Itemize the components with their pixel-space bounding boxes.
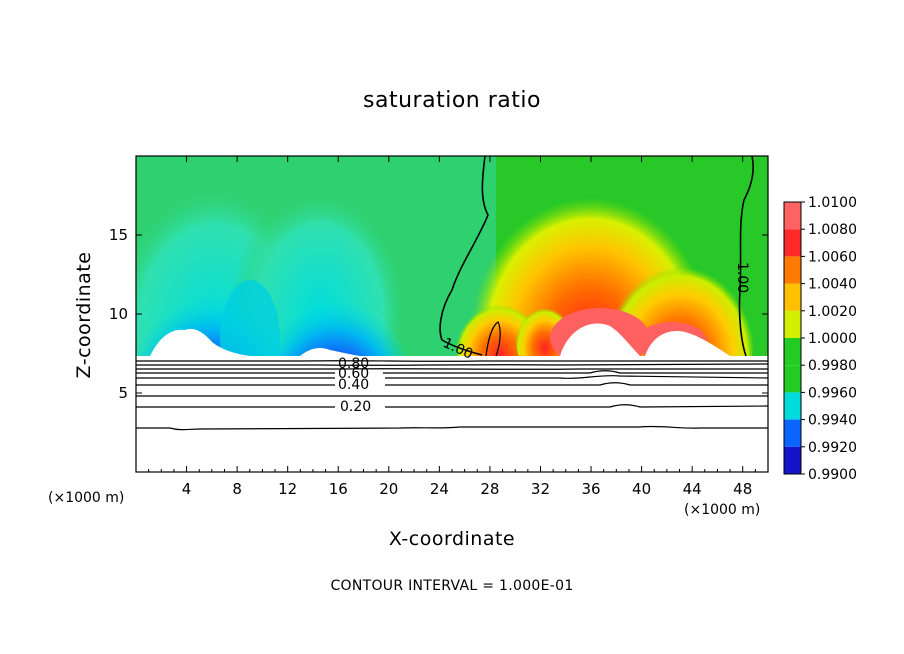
colorbar-label: 1.0060 <box>808 249 857 265</box>
contour-label: 1.00 <box>734 262 750 293</box>
contour-label: 0.60 <box>338 366 369 382</box>
x-tick-label: 4 <box>182 480 192 498</box>
colorbar-label: 0.9940 <box>808 413 857 429</box>
colorbar-label: 1.0000 <box>808 331 857 347</box>
x-tick-label: 40 <box>632 480 651 498</box>
y-axis-label: Z-coordinate <box>73 251 95 379</box>
x-tick-label: 28 <box>480 480 499 498</box>
x-tick-label: 48 <box>733 480 752 498</box>
x-tick-label: 36 <box>581 480 600 498</box>
y-tick-label: 5 <box>118 384 128 402</box>
colorbar-label: 1.0040 <box>808 277 857 293</box>
colorbar-label: 0.9960 <box>808 385 857 401</box>
x-unit-label-left: (×1000 m) <box>48 490 125 506</box>
colorbar: 1.0100 1.0080 1.0060 1.0040 1.0020 1.0000 0.99… <box>783 195 857 483</box>
contour-label: 0.40 <box>338 377 369 393</box>
y-tick-label: 15 <box>109 226 128 244</box>
x-tick-label: 12 <box>278 480 297 498</box>
lower-contours <box>136 360 769 431</box>
colorbar-label: 1.0020 <box>808 304 857 320</box>
x-axis-label: X-coordinate <box>388 528 516 550</box>
x-tick-label: 8 <box>232 480 242 498</box>
y-tick-label: 10 <box>109 305 128 323</box>
colorbar-swatch <box>784 338 801 366</box>
x-unit-label-right: (×1000 m) <box>684 502 761 518</box>
colorbar-label: 1.0100 <box>808 195 857 211</box>
contour-label: 0.20 <box>340 399 371 415</box>
colorbar-label: 0.9920 <box>808 440 857 456</box>
colorbar-swatch <box>784 419 801 447</box>
colorbar-swatch <box>784 256 801 284</box>
chart-title: saturation ratio <box>363 88 541 113</box>
x-tick-label: 20 <box>379 480 398 498</box>
colorbar-swatch <box>784 202 801 230</box>
x-tick-label: 16 <box>329 480 348 498</box>
colorbar-label: 0.9980 <box>808 358 857 374</box>
colorbar-label: 0.9900 <box>808 467 857 483</box>
x-tick-label: 32 <box>531 480 550 498</box>
contour-label: 0.80 <box>338 356 369 372</box>
x-tick-label: 24 <box>430 480 449 498</box>
colorbar-swatch <box>784 365 801 393</box>
y-axis: 5 10 15 <box>109 226 768 402</box>
colorbar-swatch <box>784 229 801 257</box>
colorbar-swatch <box>784 392 801 420</box>
contour-interval-note: CONTOUR INTERVAL = 1.000E-01 <box>330 578 574 594</box>
colorbar-label: 1.0080 <box>808 222 857 238</box>
x-axis: 4 8 12 16 20 24 28 32 36 40 44 48 <box>148 156 756 498</box>
saturation-field <box>136 156 768 356</box>
colorbar-swatch <box>784 310 801 338</box>
colorbar-swatch <box>784 283 801 311</box>
colorbar-swatch <box>784 446 801 474</box>
x-tick-label: 44 <box>683 480 702 498</box>
